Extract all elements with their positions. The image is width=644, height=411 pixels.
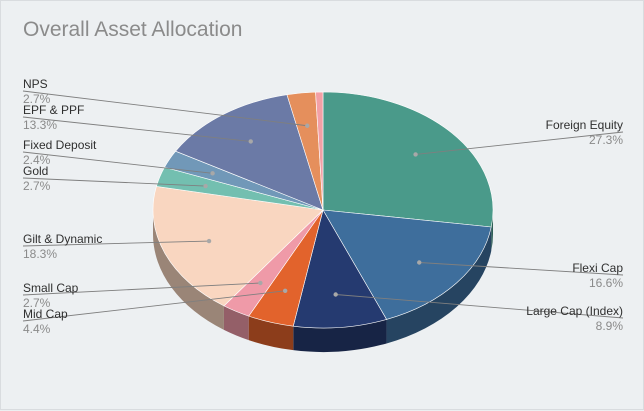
pie-slice-other[interactable] [315, 91, 324, 211]
label-value-foreign-equity: 27.3% [589, 133, 623, 147]
dot-flexi-cap [417, 260, 422, 265]
leader-mid-cap [22, 290, 286, 322]
dot-gold [203, 183, 208, 189]
label-large-cap-index: Large Cap (Index)8.9% [333, 292, 623, 333]
pie-side-large-cap-index [293, 319, 387, 352]
leader-nps [22, 90, 308, 127]
pie-slice-foreign-equity[interactable] [322, 91, 494, 228]
pie-side-flexi-cap [386, 226, 492, 344]
label-name-fixed-deposit: Fixed Deposit [23, 138, 97, 152]
label-name-epf-ppf: EPF & PPF [23, 103, 84, 117]
chart-title: Overall Asset Allocation [23, 18, 242, 41]
pie-slice-flexi-cap[interactable] [322, 209, 492, 320]
dot-epf-ppf [248, 139, 253, 144]
pie-slices [152, 91, 494, 329]
leader-foreign-equity [415, 131, 624, 155]
dot-small-cap [258, 280, 263, 286]
label-value-mid-cap: 4.4% [23, 322, 51, 336]
label-value-small-cap: 2.7% [23, 296, 51, 310]
label-name-gilt-dynamic: Gilt & Dynamic [23, 232, 102, 246]
leader-gilt-dynamic [22, 240, 210, 247]
label-name-flexi-cap: Flexi Cap [572, 261, 623, 275]
label-name-large-cap-index: Large Cap (Index) [526, 304, 623, 318]
leader-epf-ppf [22, 116, 251, 142]
label-name-nps: NPS [23, 77, 48, 91]
dot-mid-cap [282, 288, 288, 294]
dot-gilt-dynamic [206, 238, 212, 244]
dot-large-cap-index [333, 292, 338, 297]
label-value-gilt-dynamic: 18.3% [23, 247, 57, 261]
label-value-large-cap-index: 8.9% [596, 319, 624, 333]
leader-fixed-deposit [22, 151, 213, 174]
leader-flexi-cap [419, 262, 624, 276]
label-value-epf-ppf: 13.3% [23, 118, 57, 132]
label-name-mid-cap: Mid Cap [23, 307, 68, 321]
leader-gold [22, 177, 206, 187]
label-name-small-cap: Small Cap [23, 281, 79, 295]
leader-small-cap [22, 282, 261, 296]
pie-slice-large-cap-index[interactable] [292, 209, 388, 329]
label-name-gold: Gold [23, 164, 48, 178]
pie-side-small-cap [223, 305, 249, 341]
label-name-foreign-equity: Foreign Equity [546, 118, 623, 132]
label-value-gold: 2.7% [23, 179, 51, 193]
dot-foreign-equity [413, 152, 418, 157]
dot-fixed-deposit [210, 171, 215, 176]
label-value-fixed-deposit: 2.4% [23, 153, 51, 167]
label-value-nps: 2.7% [23, 92, 51, 106]
leader-large-cap-index [335, 294, 624, 319]
label-value-flexi-cap: 16.6% [589, 276, 623, 290]
pie-slice-gilt-dynamic[interactable] [152, 186, 324, 307]
dot-nps [305, 123, 310, 128]
